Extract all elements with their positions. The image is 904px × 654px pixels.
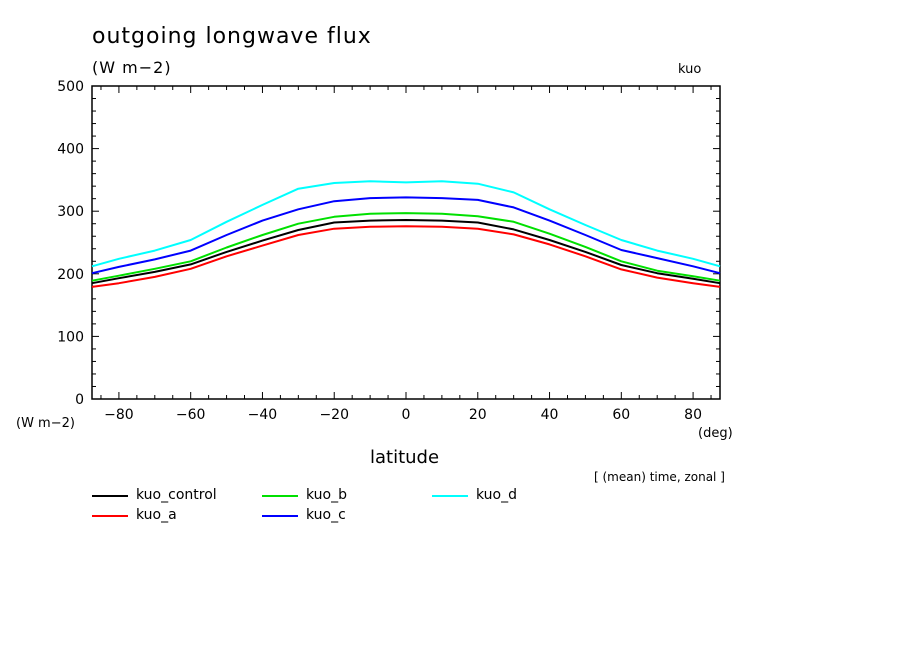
series-line-kuo-d <box>91 180 721 268</box>
y-tick-label: 400 <box>57 142 84 158</box>
x-tick-label: −40 <box>248 407 278 423</box>
x-tick-label: 80 <box>684 407 702 423</box>
x-tick-label: −20 <box>319 407 349 423</box>
series-line-kuo-control <box>91 219 721 285</box>
averaging-note: [ (mean) time, zonal ] <box>594 470 725 484</box>
x-tick-label: 20 <box>469 407 487 423</box>
y-tick-label: 300 <box>57 204 84 220</box>
y-tick-label: 100 <box>57 329 84 345</box>
series-line-kuo-b <box>91 212 721 282</box>
legend-swatch <box>92 515 128 517</box>
legend-swatch <box>92 495 128 497</box>
y-tick-label: 0 <box>75 392 84 408</box>
chart-subtitle-units: (W m−2) <box>92 58 172 77</box>
legend-swatch <box>262 515 298 517</box>
series-line-kuo-c <box>91 196 721 275</box>
legend-label: kuo_control <box>136 487 217 503</box>
x-tick-label: 40 <box>541 407 559 423</box>
x-axis-unit-label: (deg) <box>698 426 733 441</box>
chart-title: outgoing longwave flux <box>92 24 372 49</box>
legend-swatch <box>432 495 468 497</box>
experiment-tag: kuo <box>678 62 702 77</box>
legend-swatch <box>262 495 298 497</box>
x-tick-label: −80 <box>104 407 134 423</box>
legend-label: kuo_b <box>306 487 348 503</box>
legend-label: kuo_a <box>136 507 177 523</box>
legend-label: kuo_c <box>306 507 346 523</box>
legend-label: kuo_d <box>476 487 518 503</box>
x-tick-label: 0 <box>402 407 411 423</box>
y-tick-label: 500 <box>57 79 84 95</box>
series-line-kuo-a <box>91 225 721 288</box>
y-tick-label: 200 <box>57 267 84 283</box>
x-tick-label: −60 <box>176 407 206 423</box>
x-tick-label: 60 <box>612 407 630 423</box>
y-axis-unit-label: (W m−2) <box>16 416 75 431</box>
plot-frame <box>91 85 721 400</box>
x-axis-label: latitude <box>370 447 440 468</box>
